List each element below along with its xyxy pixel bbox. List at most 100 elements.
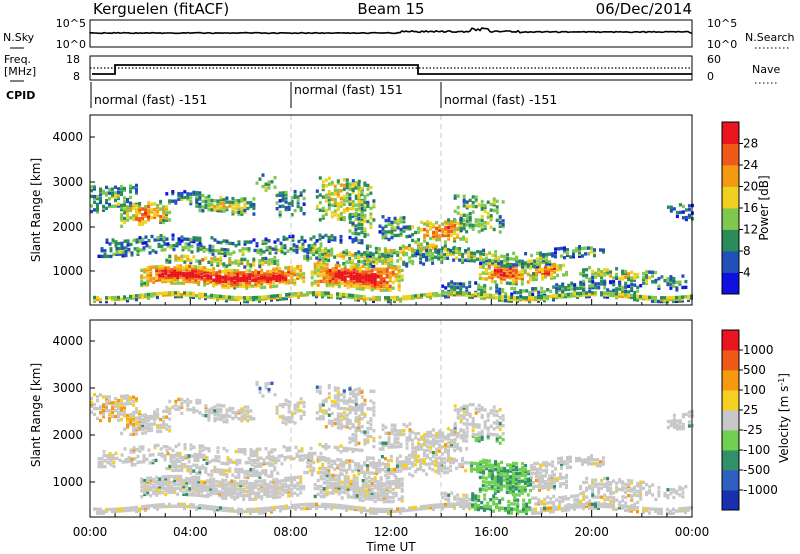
power-cell-118 [135,208,139,212]
power-cell-2808 [219,296,222,300]
power-cell-2306 [476,257,480,261]
velocity-cell-335 [290,415,294,420]
velocity-cell-45 [114,414,117,419]
power-cell-1201 [257,278,261,282]
power-cell-696 [175,244,179,248]
power-cell-2837 [258,297,261,301]
power-cell-381 [321,214,325,218]
power-cell-1599 [334,269,338,273]
power-cell-2416 [578,252,581,256]
power-cell-303 [246,201,250,205]
velocity-cell-33 [108,416,111,421]
velocity-cell-692 [178,455,182,460]
power-cell-1829 [401,244,405,248]
velocity-cell-1530 [411,464,415,468]
power-cell-656 [118,252,122,256]
velocity-cell-1175 [245,482,249,486]
power-cell-2429 [593,253,596,258]
power-cell-15 [96,202,99,206]
power-cell-308 [252,206,256,211]
power-cell-2791 [195,294,198,298]
power-cell-2935 [396,297,399,302]
power-cell-2014 [477,224,481,228]
velocity-cell-1165 [242,495,246,500]
power-cell-2001 [471,223,475,228]
power-cell-2789 [192,293,195,298]
power-cell-784 [307,246,311,250]
power-cell-2378 [539,253,543,257]
velocity-cell-712 [199,453,203,457]
power-cell-811 [132,238,136,243]
power-cell-979 [170,277,174,281]
power-cell-3125 [660,298,663,302]
power-cell-351 [290,203,294,207]
power-cell-1707 [367,265,371,269]
power-cell-2133 [511,281,515,286]
power-cell-1745 [382,288,386,292]
power-cell-85 [135,187,138,191]
cpid-segment-3: normal (fast) -151 [444,92,557,107]
power-cell-60 [120,192,123,197]
power-cell-1919 [444,226,448,230]
power-cell-2462 [603,273,607,278]
power-cell-2754 [144,293,147,297]
power-cell-679 [145,244,149,248]
power-cell-472 [348,184,352,188]
power-cell-210 [189,196,193,200]
power-cell-2394 [551,252,555,256]
power-cell-721 [208,244,212,248]
velocity-cell-923 [143,484,147,489]
power-cell-2501 [642,277,646,281]
power-cell-2979 [462,293,465,297]
velocity-cell-1249 [275,479,279,484]
velocity-cell-343 [296,409,300,413]
velocity-cell-1231 [269,480,273,484]
velocity-cell-948 [155,491,159,495]
velocity-cell-1270 [287,490,291,494]
velocity-cell-785 [298,454,302,458]
power-cell-834 [180,239,184,243]
power-cell-70 [123,186,126,191]
velocity-cell-146 [147,428,151,433]
velocity-cell-1265 [284,484,288,489]
power-cell-1172 [245,278,249,283]
velocity-cell-1284 [293,491,297,495]
power-cell-2011 [474,197,478,201]
power-cell-2308 [479,261,483,266]
velocity-cell-0 [90,410,93,414]
power-cell-503 [360,208,364,212]
velocity-cell-224 [201,413,205,417]
power-cell-1176 [245,269,249,273]
velocity-cell-959 [158,481,162,485]
power-cell-1238 [272,275,276,279]
power-cell-2729 [105,298,108,302]
velocity-cell-1397 [267,474,271,478]
power-cell-1814 [383,247,387,251]
power-cell-2775 [174,291,177,295]
velocity-cell-135 [141,419,145,423]
velocity-cell-66 [120,394,123,399]
power-cell-3104 [633,297,636,302]
power-cell-1576 [328,280,332,284]
power-cell-1793 [400,268,404,273]
power-cell-269 [225,206,229,210]
power-cell-1500 [387,257,391,262]
power-cell-1158 [239,276,243,281]
power-cell-1107 [221,283,225,287]
velocity-cell-1683 [367,479,371,483]
velocity-cell-1092 [212,487,216,491]
power-cell-1396 [306,254,310,259]
velocity-cell-896 [324,443,328,447]
power-cell-3070 [585,295,588,299]
power-cell-1417 [324,254,328,259]
velocity-cell-1665 [361,479,365,483]
velocity-cell-1754 [394,493,398,498]
velocity-cell-323 [284,418,288,422]
power-cell-1750 [382,277,386,281]
velocity-cell-257 [222,416,226,420]
velocity-cell-904 [342,446,346,450]
date-title: 06/Dec/2014 [596,0,692,18]
velocity-cell-1611 [343,480,347,485]
velocity-cell-196 [174,407,178,411]
power-cell-1065 [203,279,207,283]
